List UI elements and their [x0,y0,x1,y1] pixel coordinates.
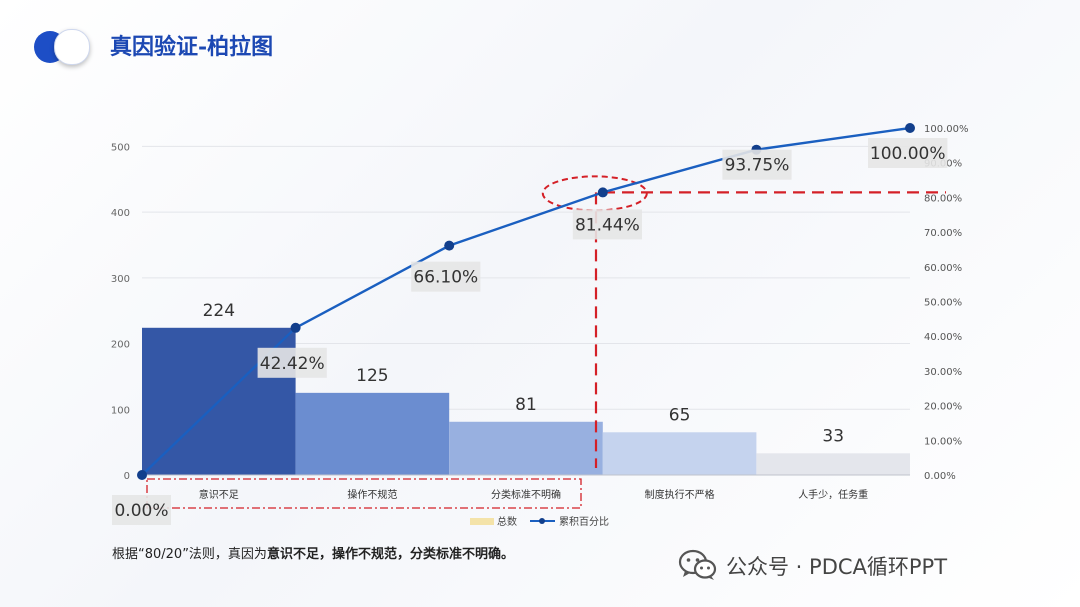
legend-marker-cumulative [539,518,545,524]
x-category-label: 人手少，任务重 [798,488,868,501]
bar [602,432,757,475]
line-value-label: 0.00% [114,501,168,521]
y-left-tick-label: 500 [111,142,130,153]
y-right-tick-label: 40.00% [924,332,962,343]
y-right-tick-label: 100.00% [924,124,969,135]
line-value-label: 66.10% [413,268,478,288]
wechat-icon [678,549,717,580]
brand-text: 公众号 · PDCA循环PPT [726,555,948,579]
x-category-label: 分类标准不明确 [491,488,561,501]
y-left-tick-label: 200 [111,340,130,351]
legend-label-cumulative: 累积百分比 [559,516,609,528]
conclusion-text: 根据“80/20”法则，真因为意识不足，操作不规范，分类标准不明确。 [112,543,514,562]
cumulative-point [290,322,301,333]
y-right-tick-label: 0.00% [924,471,956,482]
y-left-tick-label: 100 [111,405,130,416]
y-right-tick-label: 50.00% [924,298,962,309]
cumulative-point [597,187,608,198]
line-label-box [112,495,171,525]
y-right-tick-label: 60.00% [924,263,962,274]
page-title: 真因验证-柏拉图 [110,34,274,60]
x-category-label: 意识不足 [199,488,239,501]
bar [449,421,603,475]
line-value-label: 100.00% [870,144,946,164]
bar-value-label: 224 [203,301,235,321]
legend-swatch-total [470,518,494,525]
cumulative-point [905,123,915,133]
bar [756,453,910,475]
y-right-tick-label: 20.00% [924,402,962,413]
bar [295,392,450,475]
line-value-label: 81.44% [575,215,640,235]
legend-label-total: 总数 [497,515,517,528]
line-label-box [868,138,948,168]
y-right-tick-label: 30.00% [924,367,962,378]
y-left-tick-label: 300 [111,274,130,285]
y-left-tick-label: 400 [111,208,130,219]
highlight-box [146,478,582,509]
cumulative-point [137,470,147,480]
x-category-label: 制度执行不严格 [645,488,715,501]
cumulative-point [444,240,455,251]
bar-value-label: 125 [356,366,388,386]
y-right-tick-label: 10.00% [924,436,962,447]
bar-value-label: 65 [669,405,691,425]
x-category-label: 操作不规范 [347,488,397,501]
line-value-label: 42.42% [260,354,325,374]
toggle-icon [30,27,90,65]
conclusion-emphasis: 意识不足，操作不规范，分类标准不明确。 [266,547,514,562]
pareto-chart: 0 100 200 300 400 500 0.00% 10.00% 20.00% 30.00% 4… [111,123,969,528]
line-label-box [572,209,642,240]
y-right-tick-label: 70.00% [924,228,962,239]
line-label-box [411,261,481,292]
line-value-label: 93.75% [725,156,790,176]
conclusion-prefix: 根据“80/20”法则，真因为 [112,547,267,562]
line-label-box [257,347,327,378]
bar-value-label: 33 [822,426,844,446]
line-label-box [722,149,792,180]
bar-value-label: 81 [515,395,537,415]
y-right-tick-label: 80.00% [924,193,962,204]
y-left-tick-label: 0 [124,471,130,482]
